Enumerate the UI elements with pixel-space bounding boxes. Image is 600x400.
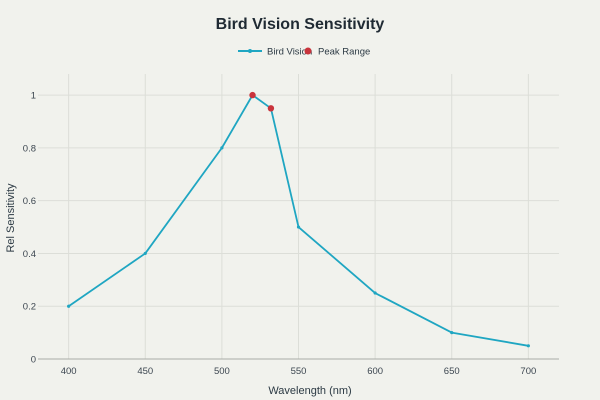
x-tick-label: 400 [61,366,77,377]
y-tick-label: 0.6 [23,196,36,207]
y-tick-label: 1 [31,91,36,102]
x-axis-title: Wavelength (nm) [268,385,351,397]
x-tick-label: 600 [367,366,383,377]
y-tick-label: 0.8 [23,143,36,154]
x-tick-label: 550 [291,366,307,377]
y-axis-title: Rel Sensitivity [5,183,17,253]
data-point-bird-vision[interactable] [450,331,454,335]
data-point-bird-vision[interactable] [373,291,377,295]
data-point-bird-vision[interactable] [67,304,71,308]
legend-label-bird-vision: Bird Vision [267,47,312,58]
y-tick-label: 0.4 [23,249,36,260]
data-point-bird-vision[interactable] [220,146,224,150]
legend-swatch-peak-range [304,47,312,55]
chart-title: Bird Vision Sensitivity [216,16,385,33]
legend-item-bird-vision[interactable]: Bird Vision [238,47,312,58]
peak-marker[interactable] [267,105,275,112]
data-point-bird-vision[interactable] [526,344,530,348]
x-tick-label: 500 [214,366,230,377]
y-tick-label: 0 [31,355,36,366]
plot-area[interactable] [67,91,530,348]
x-tick-label: 700 [520,366,536,377]
x-tick-label: 450 [137,366,153,377]
tick-labels: 400 450 500 550 600 650 700 0 0.2 0.4 0.6 0.8 1 [23,91,537,377]
y-tick-label: 0.2 [23,302,36,313]
legend-item-peak-range[interactable]: Peak Range [304,47,371,58]
chart-legend[interactable]: Bird Vision Peak Range [238,47,370,58]
x-tick-label: 650 [444,366,460,377]
data-point-bird-vision[interactable] [296,225,301,229]
data-point-bird-vision[interactable] [143,251,147,256]
grid-lines [38,74,559,359]
legend-label-peak-range: Peak Range [318,47,370,58]
legend-marker-bird-vision [248,49,252,53]
peak-marker[interactable] [249,91,256,99]
